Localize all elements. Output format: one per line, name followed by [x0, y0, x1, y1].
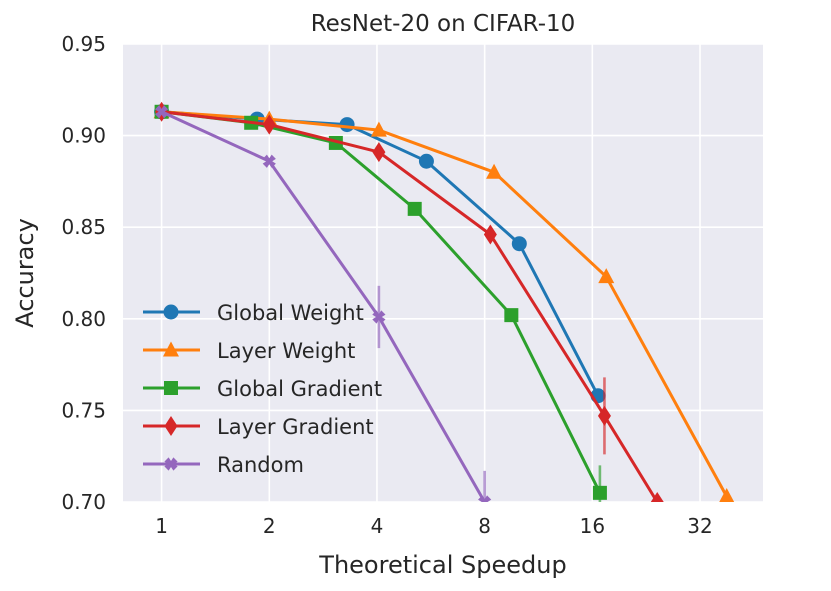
series-line — [161, 110, 659, 502]
data-point — [478, 495, 492, 502]
y-tick-label: 0.75 — [61, 398, 106, 422]
legend-label: Layer Gradient — [217, 415, 374, 439]
x-axis-label: Theoretical Speedup — [318, 551, 566, 579]
data-point — [154, 105, 169, 119]
legend-label: Global Gradient — [217, 377, 382, 401]
legend-label: Layer Weight — [217, 339, 355, 363]
legend-label: Global Weight — [217, 301, 364, 325]
x-tick-label: 4 — [371, 514, 384, 538]
data-point — [418, 153, 434, 169]
chart-title: ResNet-20 on CIFAR-10 — [311, 11, 576, 37]
data-point — [598, 268, 615, 284]
y-tick-label: 0.95 — [61, 32, 106, 56]
x-tick-label: 16 — [580, 514, 605, 538]
data-point — [372, 142, 386, 163]
data-point — [262, 154, 276, 168]
legend-marker — [163, 304, 179, 320]
data-point — [504, 308, 519, 323]
data-point — [650, 492, 664, 502]
data-point — [511, 236, 527, 252]
data-point — [407, 201, 422, 216]
series-line — [160, 110, 486, 502]
data-point — [592, 485, 607, 500]
y-tick-label: 0.70 — [61, 490, 106, 514]
grid — [123, 43, 763, 503]
x-tick-label: 1 — [155, 514, 168, 538]
y-tick-labels: 0.70 0.75 0.80 0.85 0.90 0.95 — [61, 32, 106, 514]
x-tick-label: 32 — [687, 514, 712, 538]
legend-item: Global Gradient — [143, 377, 382, 401]
y-tick-label: 0.90 — [61, 124, 106, 148]
data-point — [486, 163, 503, 179]
data-point — [370, 121, 387, 137]
data-point — [262, 114, 276, 135]
legend-item: Random — [143, 453, 304, 477]
legend: Global Weight Layer Weight Global Gradient… — [143, 301, 382, 477]
legend-marker — [164, 457, 178, 471]
legend-marker — [164, 416, 178, 436]
data-point — [339, 117, 355, 133]
legend-item: Global Weight — [143, 301, 364, 325]
legend-item: Layer Weight — [143, 339, 355, 363]
legend-label: Random — [217, 453, 304, 477]
legend-item: Layer Gradient — [143, 415, 374, 439]
data-point — [597, 405, 611, 426]
x-tick-label: 8 — [478, 514, 491, 538]
series-random — [154, 105, 492, 502]
x-tick-label: 2 — [263, 514, 276, 538]
y-tick-label: 0.80 — [61, 307, 106, 331]
x-tick-labels: 1 2 4 8 16 32 — [155, 514, 713, 538]
data-point — [483, 224, 497, 245]
y-tick-label: 0.85 — [61, 215, 106, 239]
series-layer — [153, 101, 735, 502]
data-point — [372, 310, 386, 324]
legend-marker — [164, 381, 178, 395]
y-axis-label: Accuracy — [11, 218, 39, 328]
data-point — [719, 488, 735, 502]
legend-marker — [163, 341, 179, 357]
